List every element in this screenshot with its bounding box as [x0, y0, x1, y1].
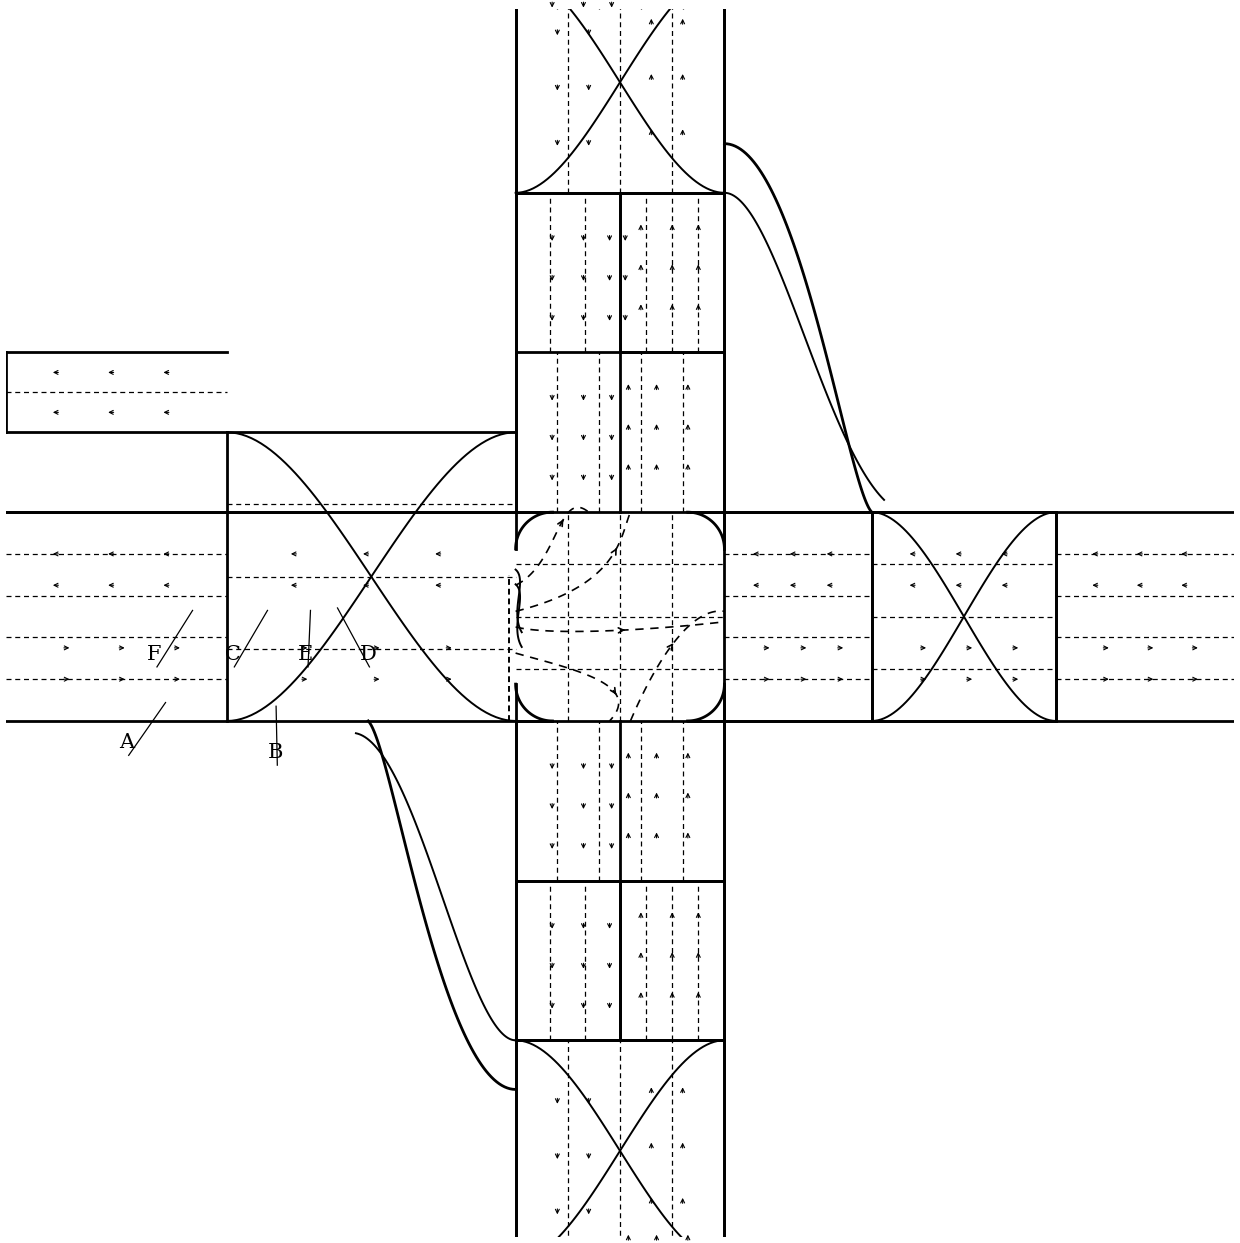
Text: F: F [148, 645, 161, 664]
Text: E: E [298, 645, 314, 664]
Text: D: D [360, 645, 377, 664]
Text: A: A [119, 733, 134, 752]
Text: B: B [268, 743, 283, 762]
Text: C: C [224, 645, 241, 664]
